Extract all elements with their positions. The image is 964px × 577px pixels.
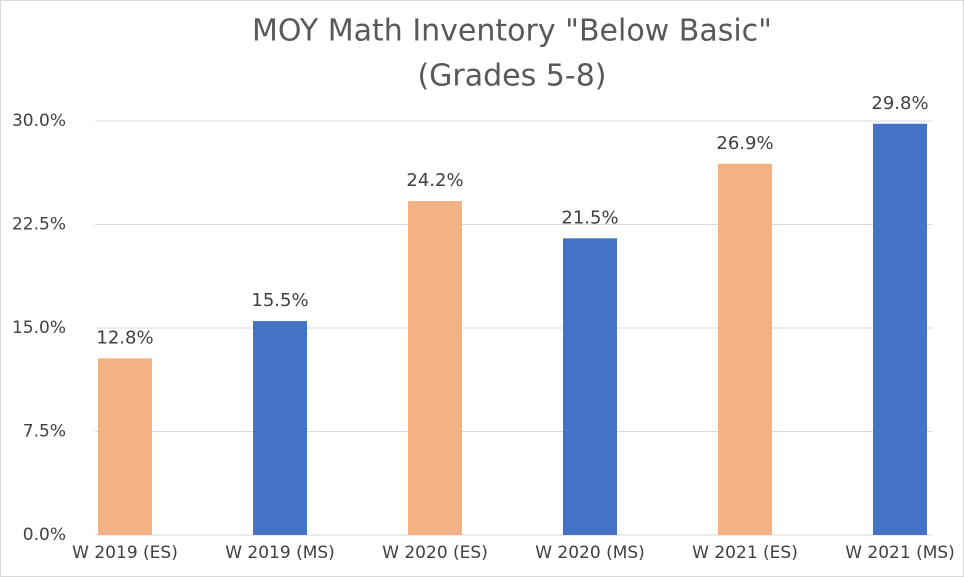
y-tick-label: 0.0% [23,525,66,545]
bar [253,321,307,535]
x-tick-label: W 2020 (MS) [535,543,645,563]
data-label: 15.5% [251,290,308,311]
x-tick-label: W 2019 (MS) [225,543,335,563]
x-tick-label: W 2020 (ES) [382,543,488,563]
bar [408,201,462,536]
y-tick-label: 7.5% [23,422,66,442]
x-tick-label: W 2019 (ES) [72,543,178,563]
data-label: 29.8% [871,93,928,114]
data-label: 12.8% [96,327,153,348]
bar [563,238,617,536]
y-tick-label: 30.0% [12,111,66,131]
chart-title: (Grades 5-8) [417,59,606,94]
data-label: 26.9% [716,133,773,154]
y-tick-label: 22.5% [12,215,66,235]
bar [873,123,927,535]
y-tick-label: 15.0% [12,318,66,338]
bar [718,163,772,535]
x-tick-label: W 2021 (MS) [845,543,955,563]
data-label: 24.2% [406,170,463,191]
bar [98,358,152,535]
x-tick-label: W 2021 (ES) [692,543,798,563]
chart-title: MOY Math Inventory "Below Basic" [252,14,772,49]
data-label: 21.5% [561,207,618,228]
